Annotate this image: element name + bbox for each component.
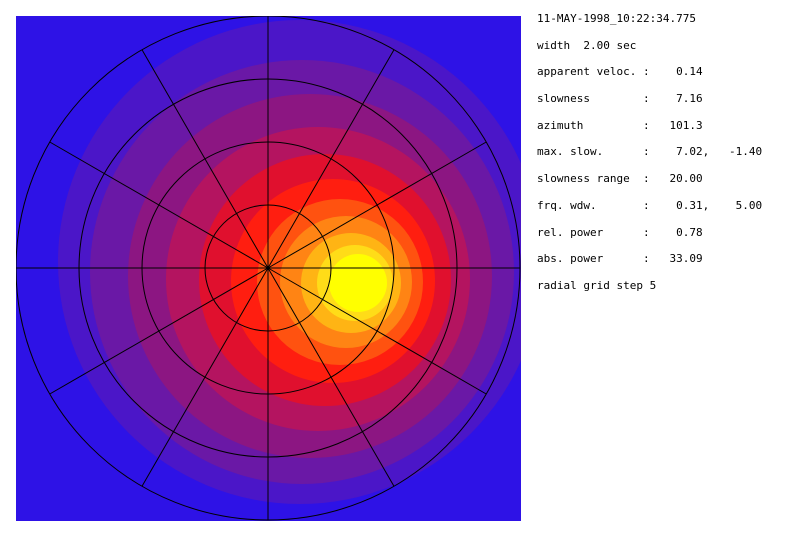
parameter-line: apparent veloc. : 0.14: [537, 65, 703, 79]
parameter-line: radial grid step 5: [537, 278, 657, 292]
radial-grid: [16, 16, 521, 521]
parameter-line: slowness : 7.16: [537, 92, 703, 106]
grid-spoke: [49, 141, 269, 269]
power-map: [16, 16, 521, 521]
slowness-plot: [16, 16, 521, 521]
grid-spoke: [267, 141, 487, 269]
grid-spoke: [267, 49, 395, 269]
parameter-line: width 2.00 sec: [537, 38, 637, 52]
parameter-line: max. slow. : 7.02, -1.40: [537, 145, 763, 159]
grid-spoke: [49, 267, 269, 395]
parameter-line: rel. power : 0.78: [537, 225, 703, 239]
parameter-line: slowness range : 20.00: [537, 172, 703, 186]
grid-spoke: [267, 267, 395, 487]
timestamp: 11-MAY-1998_10:22:34.775: [537, 12, 696, 25]
grid-spoke: [141, 267, 269, 487]
info-panel: 11-MAY-1998_10:22:34.775 width 2.00 sec a…: [537, 12, 762, 306]
grid-spoke: [141, 49, 269, 269]
grid-spoke: [267, 267, 487, 395]
parameter-line: frq. wdw. : 0.31, 5.00: [537, 198, 763, 212]
parameter-line: azimuth : 101.3: [537, 118, 703, 132]
parameter-line: abs. power : 33.09: [537, 252, 703, 266]
